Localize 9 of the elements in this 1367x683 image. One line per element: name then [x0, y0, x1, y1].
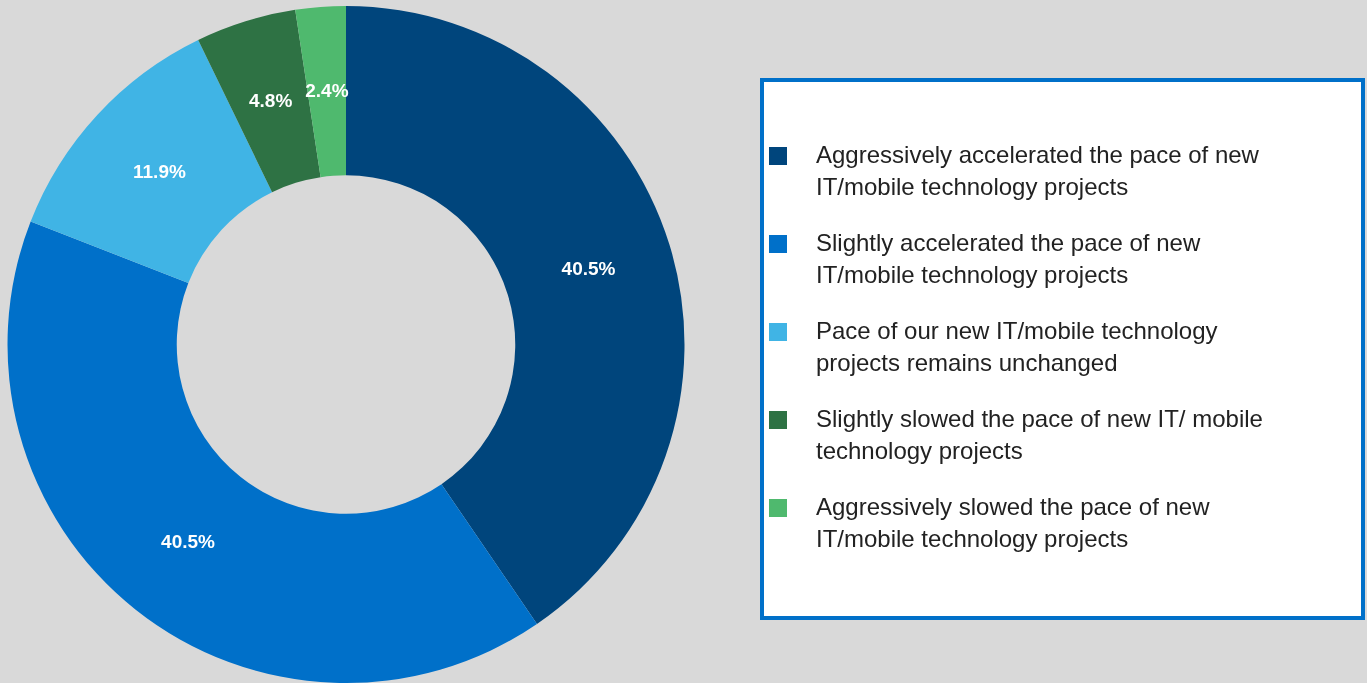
data-label: 4.8% [249, 90, 293, 112]
data-label: 11.9% [133, 160, 186, 182]
legend-label: Slightly accelerated the pace of new IT/mobile technology projects [816, 228, 1202, 290]
legend-label: Slightly slowed the pace of new IT/ mobile technology projects [816, 404, 1264, 466]
data-label: 40.5% [161, 531, 216, 553]
legend-label: Aggressively accelerated the pace of new IT/mobile technology projects [816, 140, 1260, 202]
legend-label: Aggressively slowed the pace of new IT/mobile technology projects [816, 492, 1211, 554]
legend-label: Pace of our new IT/mobile technology projects remains unchanged [816, 316, 1219, 378]
data-label: 40.5% [561, 257, 616, 279]
